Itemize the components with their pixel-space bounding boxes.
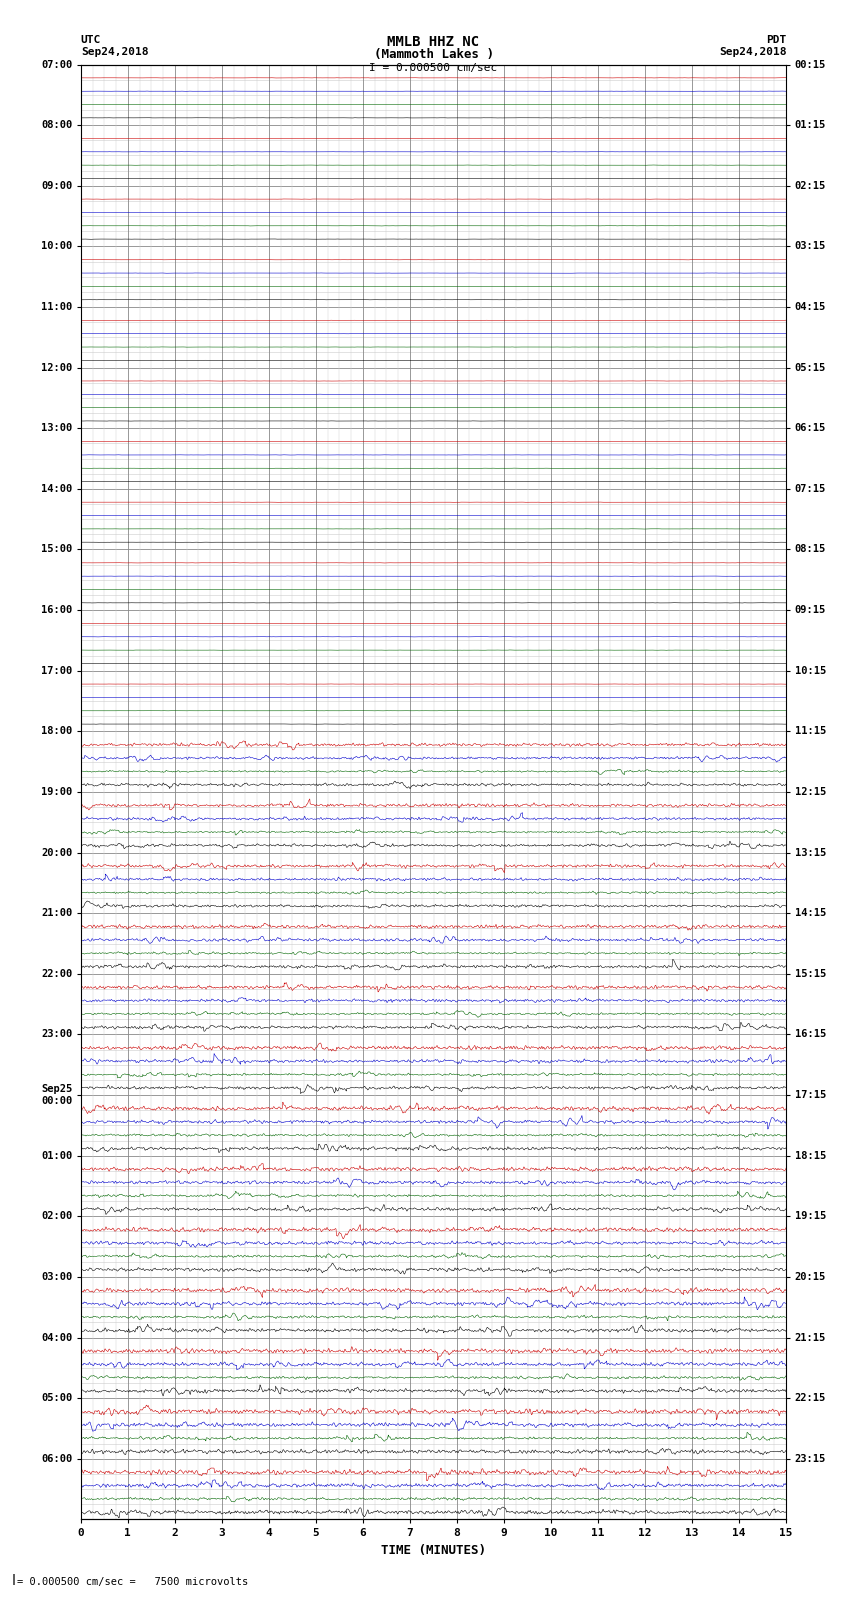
Text: I = 0.000500 cm/sec: I = 0.000500 cm/sec	[370, 63, 497, 73]
Text: UTC: UTC	[81, 35, 101, 45]
Text: Sep24,2018: Sep24,2018	[81, 47, 148, 56]
Text: = 0.000500 cm/sec =   7500 microvolts: = 0.000500 cm/sec = 7500 microvolts	[17, 1578, 248, 1587]
Text: $\bf{|}$: $\bf{|}$	[11, 1573, 15, 1587]
X-axis label: TIME (MINUTES): TIME (MINUTES)	[381, 1544, 486, 1557]
Text: PDT: PDT	[766, 35, 786, 45]
Text: Sep24,2018: Sep24,2018	[719, 47, 786, 56]
Text: (Mammoth Lakes ): (Mammoth Lakes )	[373, 48, 494, 61]
Text: MMLB HHZ NC: MMLB HHZ NC	[388, 35, 479, 50]
